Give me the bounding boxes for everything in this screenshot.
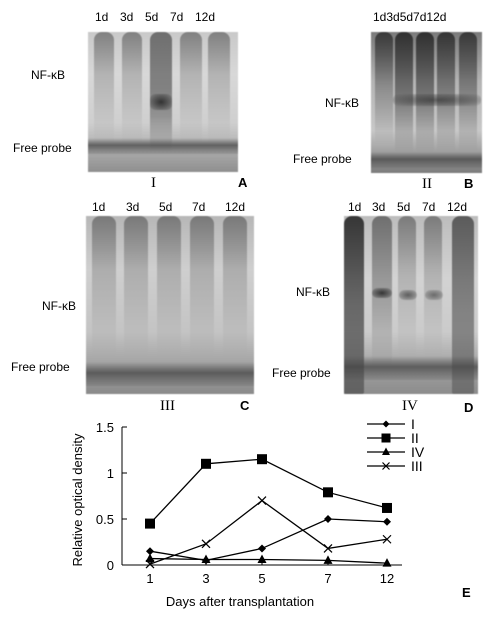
- panel-roman-a: I: [151, 175, 156, 191]
- chart-axes: 0 0.5 1 1.5 1 3 5 7 12: [96, 420, 402, 586]
- y-axis-title: Relative optical density: [70, 433, 85, 566]
- data-point-triangle: [382, 558, 392, 567]
- y-tick-label: 1: [107, 466, 114, 481]
- free-probe-label-b: Free probe: [293, 152, 352, 166]
- panel-roman-b: II: [422, 176, 432, 192]
- gel-image-d: [344, 216, 478, 394]
- data-point-square: [381, 433, 391, 443]
- lane-label: 7d: [170, 10, 184, 24]
- data-point-triangle: [201, 554, 211, 563]
- panel-roman-d: IV: [402, 398, 418, 414]
- legend-label: IV: [411, 444, 425, 460]
- gel-image-c: [86, 216, 254, 394]
- series-line-2: [149, 557, 388, 564]
- data-point-x: [382, 534, 392, 544]
- panel-letter-e: E: [462, 585, 471, 600]
- gel-image-a: [88, 32, 238, 172]
- panel-letter-b: B: [464, 176, 474, 191]
- nfkb-label-a: NF-κB: [31, 68, 65, 82]
- series-line-1: [149, 458, 388, 525]
- nfkb-label-d: NF-κB: [296, 285, 330, 299]
- data-point-x-stroke: [145, 559, 155, 569]
- data-point-x: [145, 559, 155, 569]
- data-point-triangle: [382, 447, 390, 455]
- data-point-x-stroke: [201, 539, 211, 549]
- x-axis-title: Days after transplantation: [166, 594, 314, 609]
- y-tick-label: 0: [107, 558, 114, 573]
- data-point-square: [257, 454, 267, 465]
- lane-label: 12d: [195, 10, 216, 24]
- lane-label: 3d: [120, 10, 134, 24]
- data-point-x: [323, 544, 333, 553]
- series-line-3: [149, 499, 388, 565]
- data-point-square: [323, 487, 333, 498]
- data-point-triangle: [257, 554, 267, 563]
- lane-label: 7d: [422, 200, 436, 214]
- legend-label: II: [411, 430, 419, 446]
- data-point-diamond: [382, 420, 390, 428]
- panel-letter-d: D: [464, 400, 474, 415]
- data-point-diamond: [202, 556, 210, 565]
- lane-label: 5d: [145, 10, 159, 24]
- data-point-x-stroke: [323, 544, 333, 553]
- data-point-x-stroke: [145, 559, 155, 569]
- data-point-triangle: [323, 555, 333, 564]
- data-point-x-stroke: [257, 496, 267, 506]
- data-point-square: [382, 502, 392, 513]
- data-point-x: [201, 539, 211, 549]
- x-tick-label: 5: [258, 571, 265, 586]
- data-point-square: [201, 458, 211, 469]
- lane-label: 3d: [372, 200, 386, 214]
- lane-label: 1d: [348, 200, 362, 214]
- data-point-diamond: [324, 515, 332, 523]
- x-tick-label: 1: [146, 571, 153, 586]
- x-tick-label: 3: [202, 571, 209, 586]
- lane-label: 1d: [95, 10, 109, 24]
- data-point-x-stroke: [382, 462, 390, 470]
- data-point-square: [145, 518, 155, 529]
- lane-label: 12d: [225, 200, 246, 214]
- gel-image-b: [371, 32, 482, 173]
- free-probe-label-d: Free probe: [272, 366, 331, 380]
- legend-label: III: [411, 458, 423, 474]
- data-point-x-stroke: [382, 534, 392, 544]
- data-point-triangle: [145, 553, 155, 563]
- data-point-diamond: [146, 547, 154, 556]
- series-line-0: [149, 518, 388, 562]
- data-point-x-stroke: [323, 544, 333, 553]
- data-point-x-stroke: [201, 539, 211, 549]
- data-point-x: [257, 496, 267, 506]
- x-tick-label: 12: [380, 571, 394, 586]
- panel-roman-c: III: [160, 398, 175, 414]
- lane-label: 5d: [397, 200, 411, 214]
- lane-label: 1d: [92, 200, 106, 214]
- chart-series: [145, 454, 392, 569]
- panel-letter-c: C: [240, 398, 250, 413]
- y-tick-label: 1.5: [96, 420, 114, 435]
- x-tick-label: 7: [324, 571, 331, 586]
- data-point-diamond: [383, 517, 391, 526]
- nfkb-label-b: NF-κB: [325, 96, 359, 110]
- data-point-x-stroke: [257, 496, 267, 506]
- lane-label: 7d: [192, 200, 206, 214]
- lane-label: 12d: [447, 200, 468, 214]
- lane-labels-b: 1d3d5d7d12d: [373, 10, 447, 24]
- data-point-diamond: [258, 544, 266, 553]
- panel-letter-a: A: [238, 175, 248, 190]
- free-probe-label-c: Free probe: [11, 360, 70, 374]
- legend-label: I: [411, 416, 415, 432]
- data-point-x: [382, 462, 390, 470]
- nfkb-label-c: NF-κB: [42, 299, 76, 313]
- lane-label: 5d: [159, 200, 173, 214]
- data-point-x-stroke: [382, 534, 392, 544]
- free-probe-label-a: Free probe: [13, 141, 72, 155]
- lane-label: 3d: [126, 200, 140, 214]
- y-tick-label: 0.5: [96, 512, 114, 527]
- data-point-x-stroke: [382, 462, 390, 470]
